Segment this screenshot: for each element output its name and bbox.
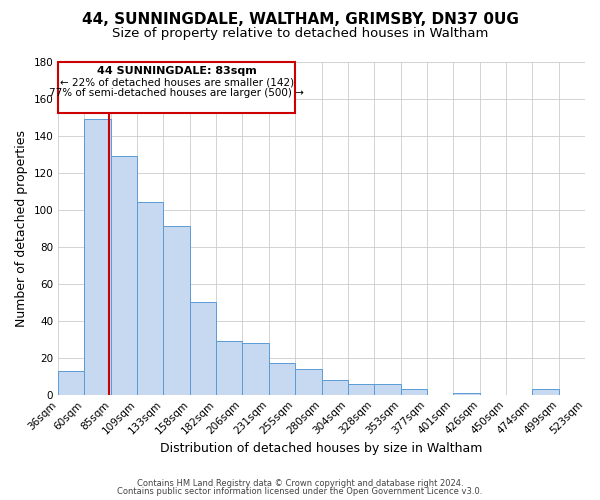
Bar xyxy=(216,341,242,394)
Y-axis label: Number of detached properties: Number of detached properties xyxy=(15,130,28,326)
Bar xyxy=(242,343,269,394)
Text: ← 22% of detached houses are smaller (142): ← 22% of detached houses are smaller (14… xyxy=(59,77,293,87)
Text: 44, SUNNINGDALE, WALTHAM, GRIMSBY, DN37 0UG: 44, SUNNINGDALE, WALTHAM, GRIMSBY, DN37 … xyxy=(82,12,518,28)
Text: Size of property relative to detached houses in Waltham: Size of property relative to detached ho… xyxy=(112,28,488,40)
Bar xyxy=(58,62,295,114)
Bar xyxy=(295,369,322,394)
Text: Contains HM Land Registry data © Crown copyright and database right 2024.: Contains HM Land Registry data © Crown c… xyxy=(137,478,463,488)
Bar xyxy=(453,393,480,394)
Bar xyxy=(111,156,137,394)
Bar xyxy=(401,389,427,394)
Bar xyxy=(374,384,401,394)
Bar xyxy=(190,302,216,394)
Bar xyxy=(163,226,190,394)
Bar xyxy=(269,364,295,394)
Bar xyxy=(137,202,163,394)
Bar xyxy=(58,370,84,394)
Bar xyxy=(532,389,559,394)
Bar xyxy=(348,384,374,394)
Bar xyxy=(84,119,111,394)
Text: Contains public sector information licensed under the Open Government Licence v3: Contains public sector information licen… xyxy=(118,487,482,496)
Bar xyxy=(322,380,348,394)
Text: 44 SUNNINGDALE: 83sqm: 44 SUNNINGDALE: 83sqm xyxy=(97,66,256,76)
Text: 77% of semi-detached houses are larger (500) →: 77% of semi-detached houses are larger (… xyxy=(49,88,304,99)
X-axis label: Distribution of detached houses by size in Waltham: Distribution of detached houses by size … xyxy=(160,442,483,455)
